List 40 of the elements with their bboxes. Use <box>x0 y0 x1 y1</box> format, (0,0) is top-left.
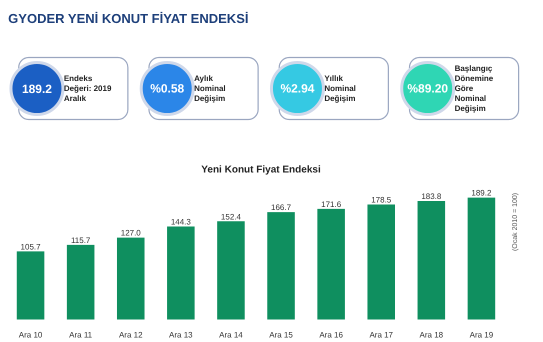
x-tick-label: Ara 19 <box>470 330 494 340</box>
x-tick-label: Ara 13 <box>169 330 194 340</box>
data-label: 105.7 <box>20 242 42 252</box>
x-tick-label: Ara 14 <box>219 330 244 340</box>
x-tick-label: Ara 15 <box>269 330 294 340</box>
text: 189.2 <box>22 82 52 96</box>
data-label: 189.2 <box>471 188 492 198</box>
x-tick-label: Ara 11 <box>69 330 93 340</box>
bar <box>468 198 496 320</box>
chart-title: Yeni Konut Fiyat Endeksi <box>201 164 321 176</box>
text: Aylık Nominal Değişim <box>194 74 226 103</box>
bar <box>418 201 446 320</box>
data-label: 171.6 <box>321 200 342 209</box>
text: GYODER YENİ KONUT FİYAT ENDEKSİ <box>8 11 248 26</box>
x-tick-label: Ara 12 <box>118 330 144 340</box>
bar <box>367 204 396 320</box>
text: %2.94 <box>280 82 315 96</box>
data-label: 178.5 <box>371 195 392 204</box>
bar <box>167 226 195 320</box>
bar <box>16 251 44 320</box>
text: %89.20 <box>407 82 448 96</box>
bar <box>317 208 345 320</box>
x-tick-label: Ara 10 <box>18 330 43 340</box>
bar <box>217 221 245 320</box>
bar <box>116 238 145 320</box>
x-tick-label: Ara 18 <box>420 330 444 340</box>
bar <box>66 244 94 320</box>
x-tick-label: Ara 16 <box>319 330 344 340</box>
data-label: 115.7 <box>70 236 91 245</box>
text: Yıllık Nominal Değişim <box>324 74 356 103</box>
x-tick-label: Ara 17 <box>369 330 394 340</box>
data-label: 144.3 <box>170 218 192 227</box>
text: Başlangıç Dönemine Göre Nominal Değişim <box>454 64 494 113</box>
data-label: 127.0 <box>120 228 142 238</box>
text: %0.58 <box>150 82 185 96</box>
data-label: 166.7 <box>271 203 292 212</box>
bar <box>267 212 295 320</box>
data-label: 152.4 <box>220 212 242 222</box>
data-label: 183.8 <box>421 192 442 202</box>
text: Endeks Değeri: 2019 Aralık <box>64 74 112 103</box>
